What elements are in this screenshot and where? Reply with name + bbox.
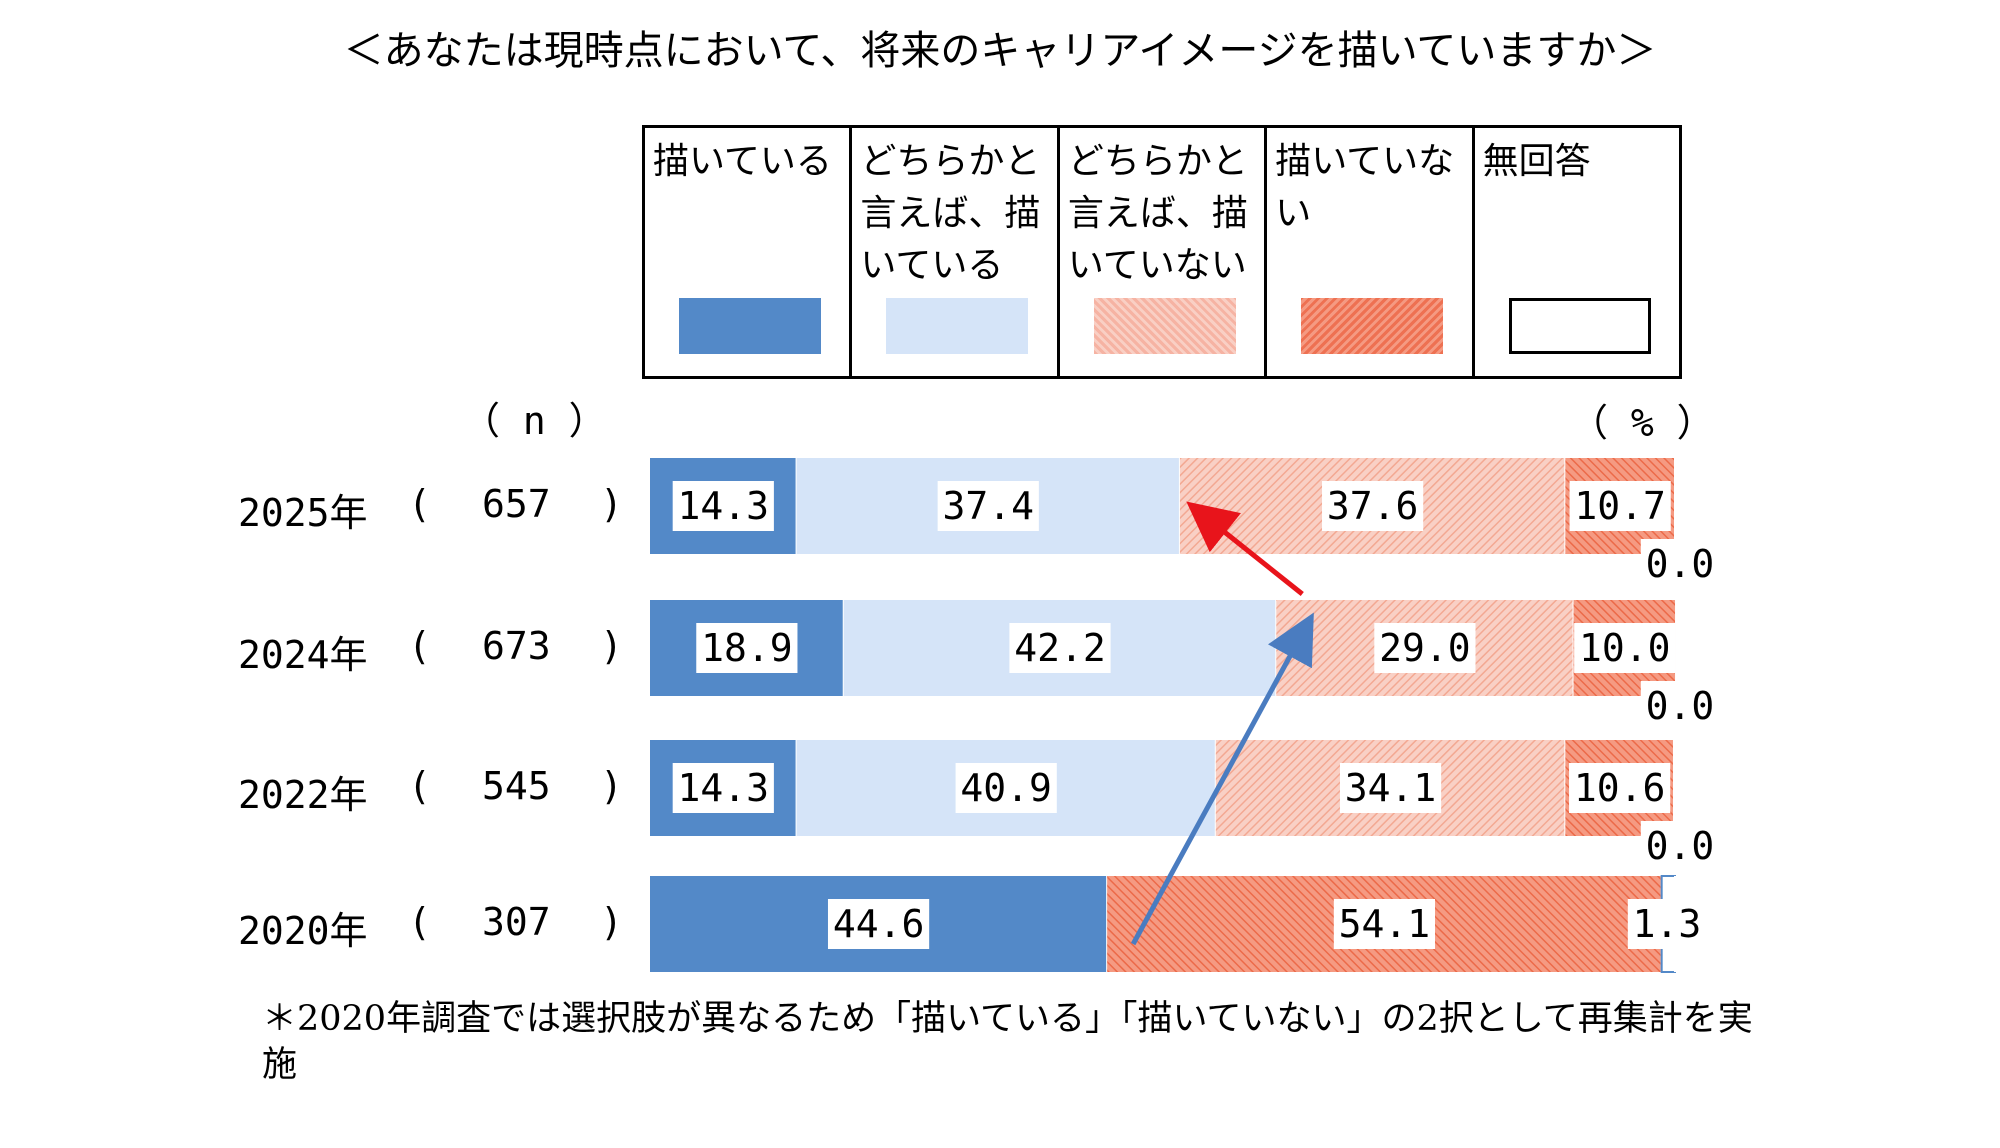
data-label: 18.9	[701, 626, 793, 670]
data-label: 37.6	[1327, 484, 1419, 528]
data-label: 37.4	[942, 484, 1034, 528]
chart-title: ＜あなたは現時点において、将来のキャリアイメージを描いていますか＞	[343, 28, 1657, 74]
legend: 描いている どちらかと言えば、描いている どちらかと言えば、描いていない 描いて…	[642, 125, 1682, 379]
n-label: （ n ）	[462, 399, 607, 443]
data-label-background	[672, 481, 774, 531]
data-label-background	[1640, 821, 1720, 871]
data-label-background	[827, 899, 930, 949]
data-label: 10.7	[1574, 484, 1666, 528]
data-label-background	[1569, 481, 1671, 531]
data-label-background	[1339, 763, 1442, 813]
unit-label: （ % ）	[1570, 401, 1715, 445]
data-label-background	[937, 481, 1039, 531]
legend-label-2: どちらかと言えば、描いている	[860, 141, 1041, 286]
data-label-background	[696, 623, 798, 673]
data-label: 54.1	[1339, 902, 1431, 946]
n-paren-close: )	[600, 624, 623, 668]
legend-item-2: どちらかと言えば、描いている	[852, 128, 1060, 376]
row-label-2024年: 2024年	[238, 633, 368, 677]
data-label: 10.0	[1579, 626, 1671, 670]
data-label: 0.0	[1646, 684, 1715, 728]
legend-label-3: どちらかと言えば、描いていない	[1067, 141, 1248, 286]
data-label: 14.3	[678, 484, 770, 528]
legend-swatch-5	[1508, 298, 1651, 354]
legend-label-1: 描いている	[653, 141, 832, 182]
data-label-background	[1569, 763, 1671, 813]
n-paren-close: )	[600, 900, 623, 944]
legend-swatch-1	[679, 298, 821, 354]
legend-item-3: どちらかと言えば、描いていない	[1060, 128, 1268, 376]
data-label-background	[1640, 681, 1720, 731]
data-label: 0.0	[1646, 542, 1715, 586]
n-paren-open: (	[408, 900, 431, 944]
legend-item-4: 描いていない	[1267, 128, 1475, 376]
data-label: 42.2	[1014, 626, 1106, 670]
data-label-background	[1322, 481, 1424, 531]
n-paren-close: )	[600, 764, 623, 808]
trend-arrow-blue	[1130, 612, 1314, 946]
n-paren-open: (	[408, 624, 431, 668]
legend-swatch-4	[1301, 298, 1444, 354]
data-label-background	[1627, 899, 1707, 949]
data-label-background	[1333, 899, 1436, 949]
row-label-2022年: 2022年	[238, 773, 368, 817]
data-label: 40.9	[960, 766, 1052, 810]
row-label-2025年: 2025年	[238, 491, 368, 535]
data-label: 44.6	[833, 902, 925, 946]
footnote: ＊2020年調査では選択肢が異なるため「描いている」「描いていない」の2択として…	[262, 999, 1753, 1085]
legend-item-5: 無回答	[1475, 128, 1679, 376]
data-label: 1.3	[1633, 902, 1702, 946]
data-label-background	[1374, 623, 1476, 673]
legend-swatch-3	[1093, 298, 1236, 354]
n-paren-open: (	[408, 482, 431, 526]
n-value: 545	[482, 764, 551, 808]
legend-label-4: 描いていない	[1275, 141, 1455, 234]
legend-swatch-2	[886, 298, 1029, 354]
data-label: 29.0	[1379, 626, 1471, 670]
n-paren-open: (	[408, 764, 431, 808]
row-label-2020年: 2020年	[238, 909, 368, 953]
data-label-background	[672, 763, 774, 813]
legend-item-1: 描いている	[645, 128, 853, 376]
data-label-background	[1009, 623, 1111, 673]
data-label: 14.3	[678, 766, 770, 810]
n-value: 673	[482, 624, 551, 668]
legend-label-5: 無回答	[1482, 141, 1591, 182]
data-label: 34.1	[1345, 766, 1437, 810]
trend-arrow-red	[1186, 501, 1304, 596]
data-label-background	[1640, 539, 1720, 589]
data-label-background	[955, 763, 1057, 813]
n-value: 657	[482, 482, 551, 526]
n-value: 307	[482, 900, 551, 944]
data-label: 10.6	[1574, 766, 1666, 810]
n-paren-close: )	[600, 482, 623, 526]
data-label: 0.0	[1646, 824, 1715, 868]
data-label-background	[1574, 623, 1676, 673]
